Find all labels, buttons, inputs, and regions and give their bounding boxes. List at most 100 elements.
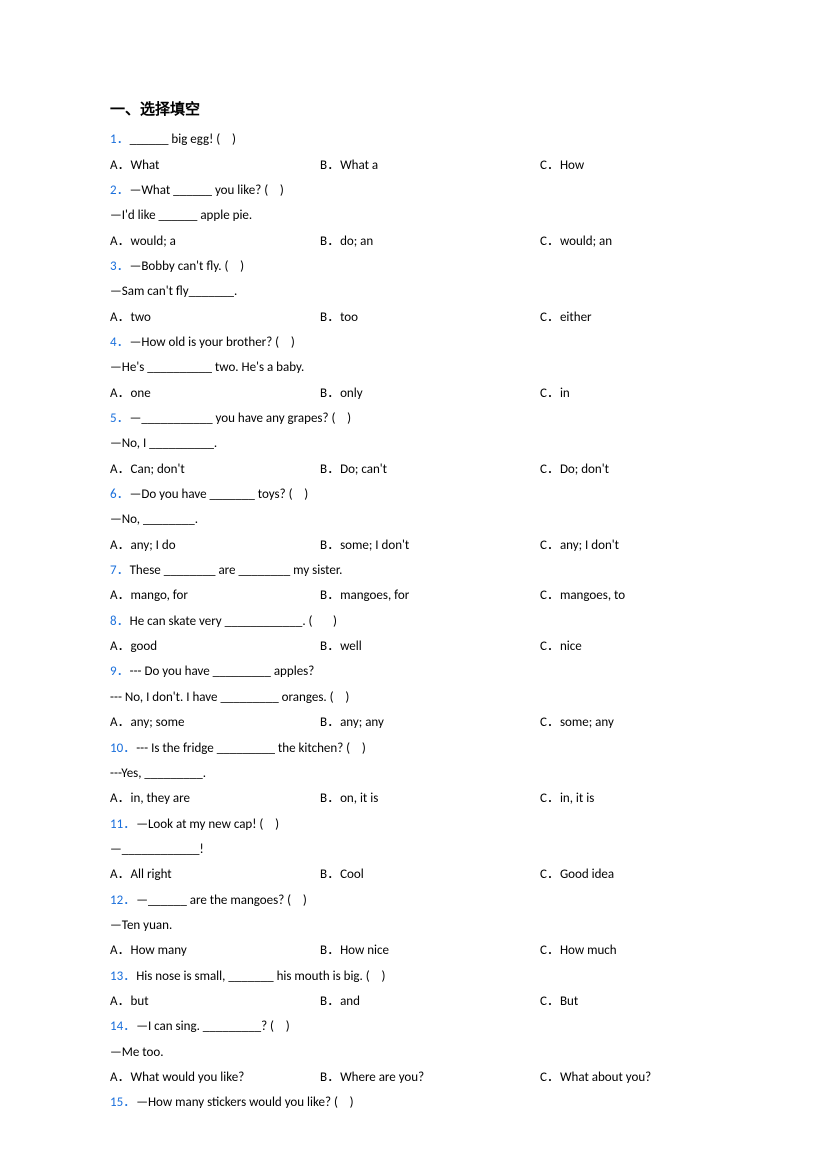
question-number: 8． [110,614,130,629]
question-line: 10．--- Is the fridge _________ the kitch… [110,736,716,761]
option: B．do; an [320,229,540,254]
option-letter: A． [110,588,131,603]
option-text: good [131,639,158,654]
option-letter: B． [320,538,340,553]
options-row: A．oneB．onlyC．in [110,381,716,406]
question-line: ---Yes, _________. [110,761,716,786]
option: A．in, they are [110,786,320,811]
question-line: —No, I __________. [110,431,716,456]
option: A．How many [110,938,320,963]
question-line: 9．--- Do you have _________ apples? [110,659,716,684]
questions-container: 1．______ big egg! ( )A．WhatB．What aC．How… [110,127,716,1115]
question-text: —Do you have _______ toys? ( ) [130,487,309,502]
option-letter: C． [540,538,560,553]
option-text: mangoes, to [560,588,625,603]
question-text: —No, I __________. [110,436,217,451]
question-text: ______ big egg! ( ) [130,132,236,147]
question-text: —I'd like ______ apple pie. [110,208,252,223]
option-text: too [340,310,358,325]
option-text: Good idea [560,867,614,882]
option-text: How many [131,943,187,958]
option-letter: C． [540,462,560,477]
option-letter: C． [540,715,560,730]
option-text: either [560,310,592,325]
question-number: 13． [110,969,136,984]
option-letter: B． [320,867,340,882]
option-text: mango, for [131,588,188,603]
question-line: --- No, I don't. I have _________ orange… [110,685,716,710]
option-text: on, it is [340,791,378,806]
option: A．What would you like? [110,1065,320,1090]
question-text: —___________ you have any grapes? ( ) [130,411,352,426]
options-row: A．WhatB．What aC．How [110,153,716,178]
option-letter: A． [110,234,131,249]
question-text: —Me too. [110,1045,164,1060]
option-letter: B． [320,386,340,401]
option: A．two [110,305,320,330]
question-line: 13．His nose is small, _______ his mouth … [110,964,716,989]
question-line: 8．He can skate very ____________. ( ) [110,609,716,634]
option-letter: C． [540,791,560,806]
question-number: 2． [110,183,130,198]
worksheet-page: 一、选择填空 1．______ big egg! ( )A．WhatB．What… [0,0,826,1176]
option: A．one [110,381,320,406]
option: C．would; an [540,229,716,254]
question-number: 7． [110,563,130,578]
option: A．any; some [110,710,320,735]
option-letter: B． [320,310,340,325]
options-row: A．What would you like?B．Where are you?C．… [110,1065,716,1090]
options-row: A．goodB．wellC．nice [110,634,716,659]
option-text: well [340,639,362,654]
question-text: —______ are the mangoes? ( ) [136,893,307,908]
option-letter: A． [110,943,131,958]
question-text: —He's __________ two. He's a baby. [110,360,304,375]
option: C．How [540,153,716,178]
option: C．Good idea [540,862,716,887]
option-letter: B． [320,1070,340,1085]
question-text: —No, ________. [110,512,198,527]
question-line: —Me too. [110,1040,716,1065]
option-text: in, it is [560,791,594,806]
question-text: —I can sing. _________? ( ) [136,1019,289,1034]
option: B．some; I don't [320,533,540,558]
option-text: All right [131,867,172,882]
option-text: What would you like? [131,1070,245,1085]
option-text: How nice [340,943,389,958]
option-text: in, they are [131,791,190,806]
question-line: 11．—Look at my new cap! ( ) [110,812,716,837]
question-text: ---Yes, _________. [110,766,206,781]
question-line: 7．These ________ are ________ my sister. [110,558,716,583]
option: C．either [540,305,716,330]
option: C．any; I don't [540,533,716,558]
option-letter: B． [320,462,340,477]
question-number: 10． [110,741,136,756]
option-text: But [560,994,578,1009]
question-text: —Sam can't fly_______. [110,284,237,299]
option-text: and [340,994,360,1009]
option-letter: A． [110,867,131,882]
option: B．any; any [320,710,540,735]
option: B．too [320,305,540,330]
option-text: How [560,158,584,173]
question-line: —Ten yuan. [110,913,716,938]
option-text: Cool [340,867,364,882]
option-text: some; any [560,715,614,730]
option-text: some; I don't [340,538,409,553]
option-letter: B． [320,588,340,603]
option-text: two [131,310,151,325]
option: C．in, it is [540,786,716,811]
option-text: any; I do [131,538,176,553]
question-text: His nose is small, _______ his mouth is … [136,969,385,984]
option: B．Do; can't [320,457,540,482]
question-text: --- Is the fridge _________ the kitchen?… [136,741,366,756]
question-text: —Ten yuan. [110,918,172,933]
option-text: but [131,994,149,1009]
question-text: —____________! [110,842,204,857]
question-number: 12． [110,893,136,908]
option: A．All right [110,862,320,887]
option-text: any; I don't [560,538,619,553]
option-letter: B． [320,234,340,249]
question-line: 3．—Bobby can't fly. ( ) [110,254,716,279]
question-text: —How old is your brother? ( ) [130,335,295,350]
option-text: mangoes, for [340,588,409,603]
